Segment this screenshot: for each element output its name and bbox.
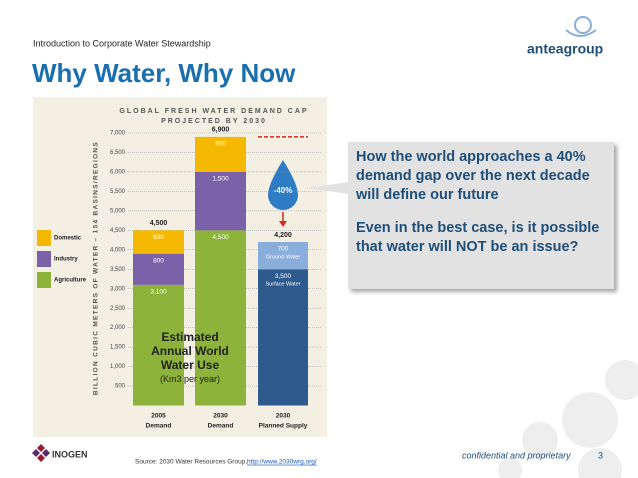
breadcrumb: Introduction to Corporate Water Stewards…: [33, 38, 211, 48]
footer-source: Source: 2030 Water Resources Group,: [135, 459, 247, 466]
y-tick-label: 5,500: [110, 189, 126, 195]
bar-value-label: 600: [153, 234, 164, 241]
chart-overlay: Estimated Annual World Water Use (Km3 pe…: [140, 330, 240, 384]
bar-value-label: 4,500: [212, 234, 229, 241]
bar-value-label: 1,500: [212, 176, 229, 183]
y-tick-label: 2,500: [110, 306, 126, 312]
y-tick-label: 1,000: [110, 364, 126, 370]
callout-pointer: [305, 182, 350, 194]
gap-arrowhead: [279, 221, 287, 227]
y-tick-label: 1,500: [110, 345, 126, 351]
x-tick-label: 2005: [151, 413, 166, 420]
bar-value-label: 3,500: [275, 273, 292, 280]
logo-text: anteagroup: [527, 41, 603, 57]
callout-statement: How the world approaches a 40% demand ga…: [356, 149, 590, 203]
x-tick-label: 2030: [276, 413, 291, 420]
logo-mark: [565, 16, 597, 37]
x-tick-sublabel: Demand: [208, 423, 234, 430]
bar-value-label: 800: [153, 257, 164, 264]
bar-segment: [133, 284, 184, 406]
footer-company: INOGEN: [52, 449, 88, 459]
bar-total-label: 4,500: [150, 220, 168, 227]
legend-label: Industry: [54, 257, 78, 263]
chart-subtitle: PROJECTED BY 2030: [161, 118, 267, 125]
bar-segment: [195, 230, 246, 406]
bar-value-label: 3,100: [150, 289, 167, 296]
footer-link[interactable]: http://www.2030wrg.org/: [247, 459, 317, 466]
y-tick-label: 7,000: [110, 131, 126, 137]
legend-swatch: [37, 272, 51, 288]
overlay-unit: (Km3 per year): [159, 374, 221, 384]
footer-logo: [32, 444, 50, 462]
callout: How the world approaches a 40% demand ga…: [348, 142, 614, 289]
x-tick-sublabel: Planned Supply: [259, 423, 308, 430]
y-tick-label: 4,000: [110, 247, 126, 253]
legend-label: Agriculture: [54, 278, 87, 284]
y-tick-label: 3,500: [110, 267, 126, 273]
y-tick-label: 4,500: [110, 228, 126, 234]
bar-series-label: Ground Water: [266, 254, 301, 260]
bar-segment: [258, 242, 308, 270]
water-drop: [268, 160, 298, 210]
page-number: 3: [598, 450, 603, 460]
bar-total-label: 6,900: [212, 127, 230, 134]
footer-confidential: confidential and proprietary: [462, 450, 571, 460]
overlay-title: Estimated Annual World Water Use: [151, 330, 229, 372]
y-tick-label: 500: [115, 384, 126, 390]
decor-circles: [498, 360, 638, 478]
legend-swatch: [37, 251, 51, 267]
y-axis-label: BILLION CUBIC METERS OF WATER – 154 BASI…: [93, 141, 100, 395]
gap-annotation: -40%: [274, 186, 293, 195]
bar-segment: [133, 253, 184, 285]
bar-value-label: 900: [215, 141, 226, 148]
bar-series-label: Surface Water: [266, 282, 301, 288]
bar-segment: [133, 230, 184, 254]
bar-total-label: 4,200: [274, 232, 292, 239]
bar-value-label: 700: [278, 246, 289, 253]
x-tick-label: 2030: [213, 413, 228, 420]
slide-title: Why Water, Why Now: [32, 58, 296, 88]
chart-title: GLOBAL FRESH WATER DEMAND CAP: [119, 108, 308, 115]
legend-label: Domestic: [54, 236, 82, 242]
y-tick-label: 6,500: [110, 150, 126, 156]
y-tick-label: 3,000: [110, 286, 126, 292]
y-tick-label: 5,000: [110, 208, 126, 214]
x-tick-sublabel: Demand: [146, 423, 172, 430]
legend-swatch: [37, 230, 51, 246]
bar-segment: [195, 171, 246, 231]
bar-segment: [195, 136, 246, 172]
bar-segment: [258, 269, 308, 406]
callout-question: Even in the best case, is it possible th…: [356, 220, 600, 255]
y-tick-label: 2,000: [110, 325, 126, 331]
y-tick-label: 6,000: [110, 170, 126, 176]
